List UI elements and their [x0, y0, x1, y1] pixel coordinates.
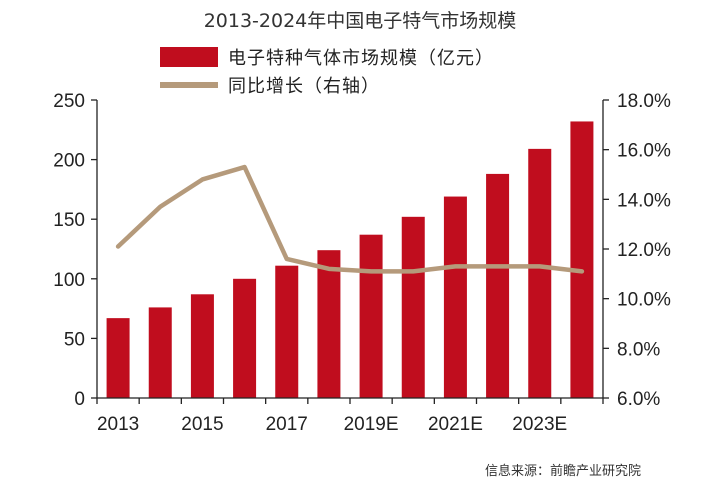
y-left-tick-label: 250	[53, 91, 85, 112]
chart-title: 2013-2024年中国电子特气市场规模	[203, 10, 517, 32]
x-tick-label: 2021E	[428, 414, 483, 435]
x-tick-label: 2017	[266, 414, 308, 435]
bar	[570, 121, 594, 399]
bar	[275, 265, 299, 398]
bar	[528, 148, 552, 398]
bar	[190, 294, 214, 398]
x-tick-label: 2023E	[512, 414, 567, 435]
y-right-tick-label: 16.0%	[617, 141, 671, 162]
y-left-tick-label: 100	[53, 270, 85, 291]
growth-line	[115, 164, 585, 274]
bar	[443, 196, 467, 398]
y-left-tick-label: 200	[53, 151, 85, 172]
y-left-tick-label: 150	[53, 210, 85, 231]
legend-item-bar: 电子特种气体市场规模（亿元）	[160, 44, 494, 70]
x-tick-label: 2015	[181, 414, 223, 435]
y-right-tick-label: 6.0%	[617, 389, 660, 410]
x-tick-label: 2019E	[344, 414, 399, 435]
y-left-tick-label: 0	[74, 389, 85, 410]
bar	[148, 307, 172, 398]
bar	[106, 318, 130, 398]
x-tick-label: 2013	[97, 414, 139, 435]
y-right-tick-label: 14.0%	[617, 190, 671, 211]
legend-label-bar: 电子特种气体市场规模（亿元）	[228, 48, 494, 69]
y-right-tick-label: 12.0%	[617, 240, 671, 261]
legend-label-line: 同比增长（右轴）	[228, 76, 380, 97]
legend-item-line: 同比增长（右轴）	[160, 72, 494, 98]
source-note: 信息来源：前瞻产业研究院	[485, 464, 642, 479]
bar	[401, 216, 425, 398]
y-left-tick-label: 50	[64, 329, 85, 350]
legend-swatch-line	[160, 82, 218, 88]
bar	[317, 250, 341, 398]
legend-swatch-bar	[160, 47, 218, 67]
bar	[486, 173, 510, 398]
legend: 电子特种气体市场规模（亿元） 同比增长（右轴）	[160, 44, 494, 100]
bar	[359, 234, 383, 398]
bar	[233, 278, 257, 398]
y-right-tick-label: 8.0%	[617, 339, 660, 360]
y-right-tick-label: 18.0%	[617, 91, 671, 112]
y-right-tick-label: 10.0%	[617, 290, 671, 311]
